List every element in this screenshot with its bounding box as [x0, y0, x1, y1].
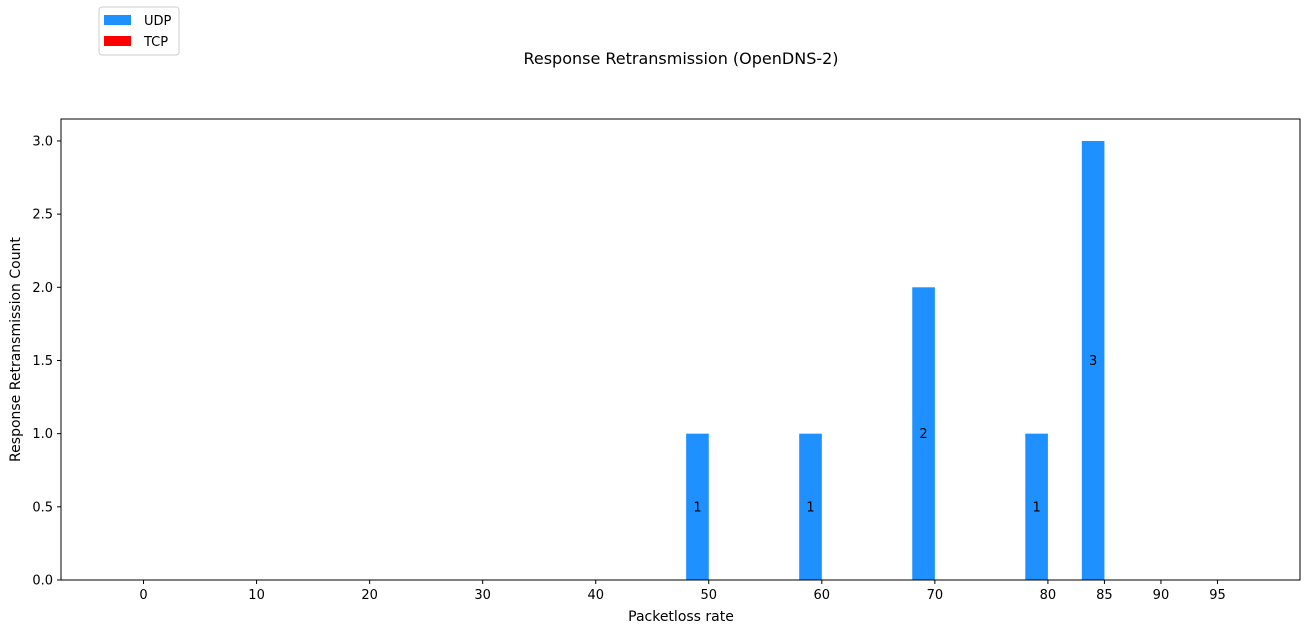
bar-udp-50 — [686, 433, 709, 580]
x-tick-label: 70 — [927, 588, 944, 603]
bars-layer — [686, 140, 1105, 580]
chart-title: Response Retransmission (OpenDNS-2) — [523, 49, 838, 68]
x-axis-ticks: 0 10 20 30 40 50 60 70 80 85 90 95 — [139, 580, 1226, 603]
x-tick-label: 95 — [1209, 588, 1226, 603]
x-tick-label: 10 — [248, 588, 265, 603]
y-tick-label: 0.5 — [32, 500, 53, 515]
x-tick-label: 60 — [814, 588, 831, 603]
y-axis-label: Response Retransmission Count — [8, 237, 24, 462]
y-tick-label: 0.0 — [32, 574, 53, 589]
data-label-udp-85: 3 — [1089, 354, 1097, 369]
x-axis-label: Packetloss rate — [628, 609, 734, 625]
y-tick-label: 2.0 — [32, 281, 53, 296]
x-tick-label: 85 — [1096, 588, 1113, 603]
bar-udp-60 — [799, 433, 822, 580]
legend-label-tcp: TCP — [143, 35, 168, 50]
bar-udp-85 — [1081, 140, 1105, 580]
data-label-udp-70: 2 — [919, 427, 927, 442]
data-label-udp-80: 1 — [1032, 500, 1040, 515]
x-tick-label: 80 — [1040, 588, 1057, 603]
legend-label-udp: UDP — [144, 14, 172, 29]
y-tick-label: 1.5 — [32, 354, 53, 369]
y-tick-label: 1.0 — [32, 427, 53, 442]
data-label-udp-60: 1 — [806, 500, 814, 515]
y-tick-label: 3.0 — [32, 134, 53, 149]
x-tick-label: 30 — [474, 588, 491, 603]
x-tick-label: 40 — [587, 588, 604, 603]
plot-frame — [60, 118, 1301, 581]
y-tick-label: 2.5 — [32, 208, 53, 223]
x-tick-label: 50 — [700, 588, 717, 603]
x-tick-label: 0 — [139, 588, 147, 603]
bar-udp-70 — [912, 287, 935, 580]
bar-udp-80 — [1025, 433, 1048, 580]
x-tick-label: 20 — [361, 588, 378, 603]
legend: UDP TCP — [98, 6, 180, 56]
y-axis-ticks: 0.0 0.5 1.0 1.5 2.0 2.5 3.0 — [32, 134, 61, 589]
legend-swatch-udp — [104, 15, 131, 25]
data-label-udp-50: 1 — [693, 500, 701, 515]
x-tick-label: 90 — [1153, 588, 1170, 603]
data-labels-layer: 1 1 2 1 3 — [693, 354, 1097, 515]
legend-swatch-tcp — [104, 36, 131, 46]
